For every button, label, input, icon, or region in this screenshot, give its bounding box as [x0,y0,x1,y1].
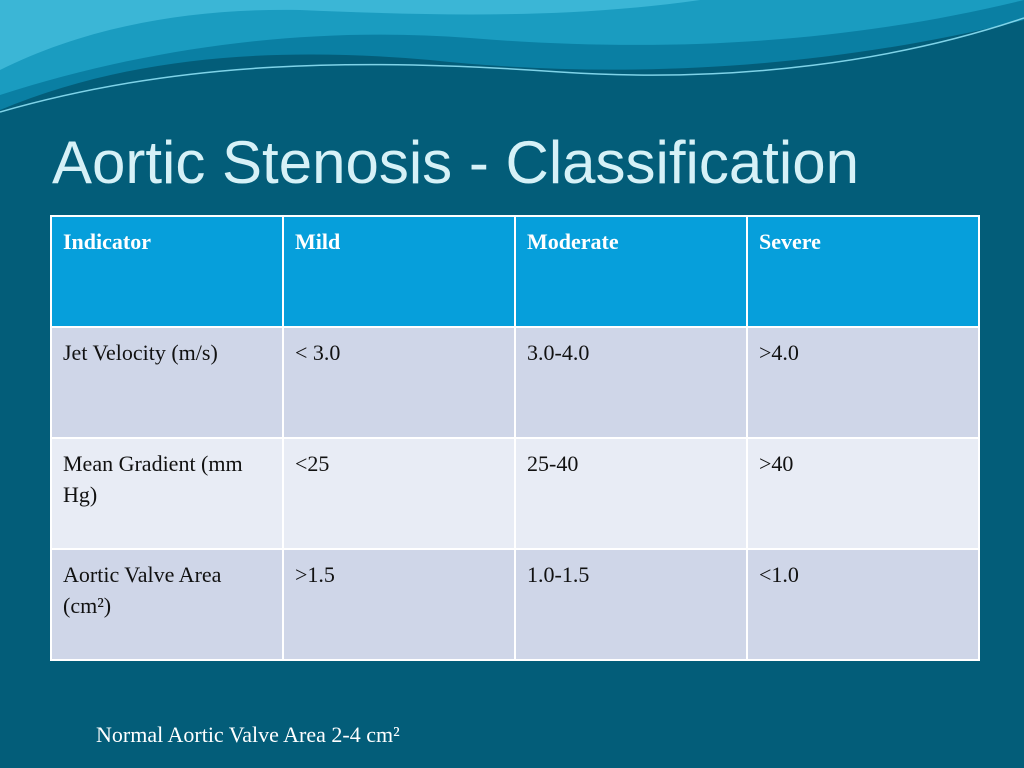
header-cell: Severe [746,215,980,328]
table-row: Aortic Valve Area (cm²) >1.5 1.0-1.5 <1.… [50,548,980,661]
table-row: Jet Velocity (m/s) < 3.0 3.0-4.0 >4.0 [50,326,980,439]
cell: 1.0-1.5 [514,548,748,661]
cell: Aortic Valve Area (cm²) [50,548,284,661]
header-row: Indicator Mild Moderate Severe [50,215,980,328]
cell: >40 [746,437,980,550]
cell: Jet Velocity (m/s) [50,326,284,439]
slide-title: Aortic Stenosis - Classification [52,129,859,196]
cell: >1.5 [282,548,516,661]
cell: Mean Gradient (mm Hg) [50,437,284,550]
cell: <25 [282,437,516,550]
wave-mid [0,0,1024,95]
cell: < 3.0 [282,326,516,439]
wave-line [0,17,1024,113]
cell: >4.0 [746,326,980,439]
header-cell: Indicator [50,215,284,328]
classification-table: Indicator Mild Moderate Severe Jet Veloc… [50,215,980,661]
cell: <1.0 [746,548,980,661]
table-row: Mean Gradient (mm Hg) <25 25-40 >40 [50,437,980,550]
header-cell: Moderate [514,215,748,328]
footnote: Normal Aortic Valve Area 2-4 cm² [96,722,400,747]
wave-front [0,0,700,70]
cell: 25-40 [514,437,748,550]
header-wave [0,0,1024,113]
cell: 3.0-4.0 [514,326,748,439]
header-cell: Mild [282,215,516,328]
